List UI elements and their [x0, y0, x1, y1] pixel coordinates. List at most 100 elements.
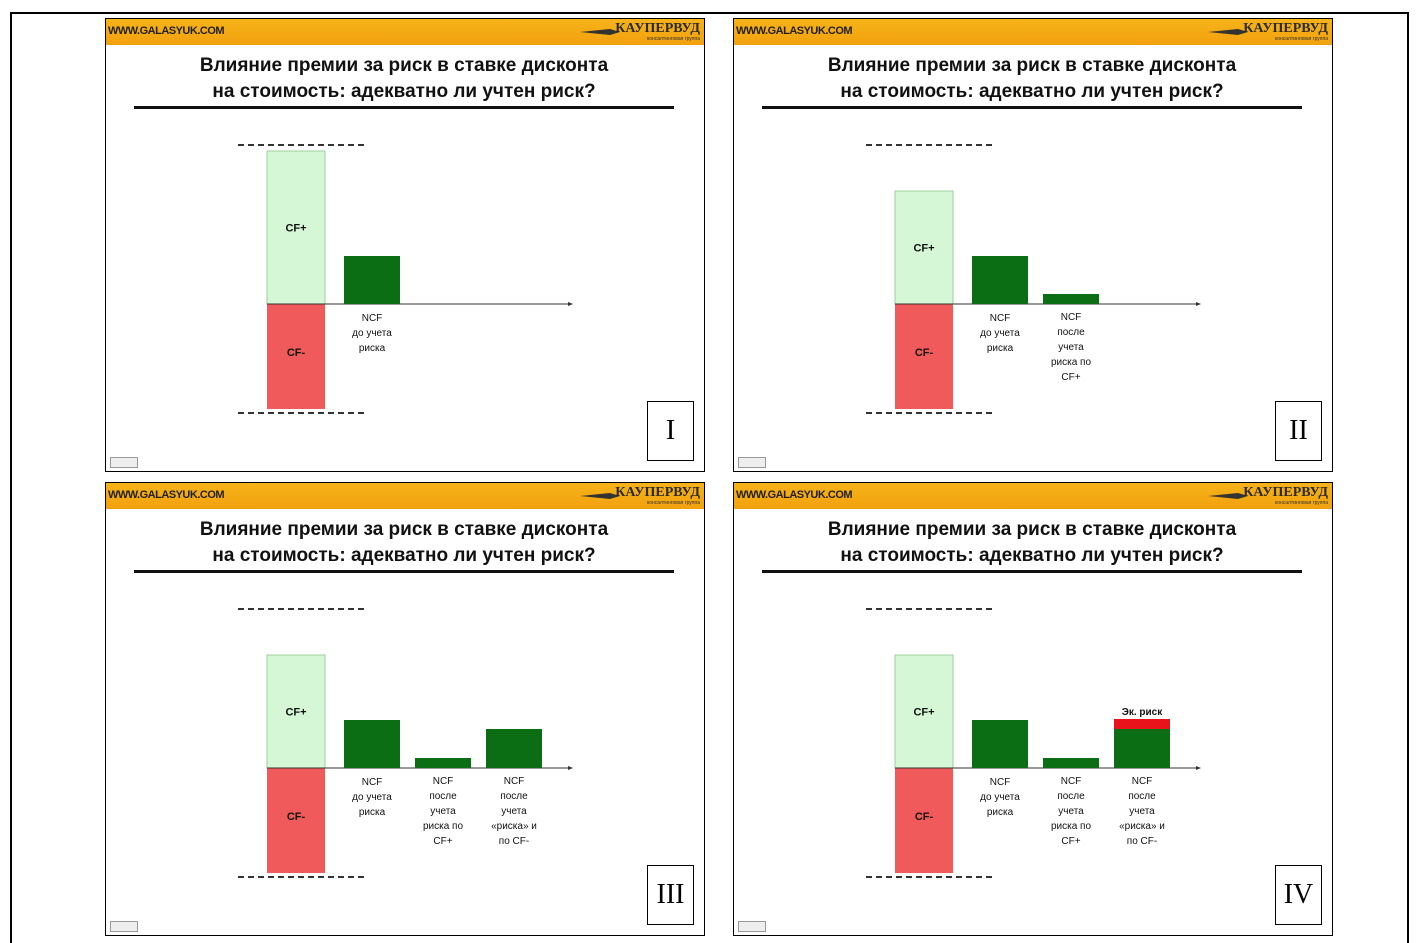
title-line-1: Влияние премии за риск в ставке дисконта	[199, 55, 609, 76]
cf-minus-label: CF-	[287, 347, 306, 359]
chart: CF+ CF- NCF до учета риска	[238, 144, 573, 414]
cf-plus-bar	[894, 190, 954, 305]
econ-risk-label: Эк. риск	[1122, 707, 1163, 718]
slide-title: Влияние премии за риск в ставке дисконта…	[134, 53, 674, 105]
cf-minus-label: CF-	[915, 811, 934, 823]
ncf-after-cfplus-label: NCF	[1061, 776, 1082, 787]
cf-minus-bar	[267, 768, 325, 873]
cf-minus-bar	[895, 768, 953, 873]
ncf-before-label: до учета	[352, 792, 392, 803]
title-line-2: на стоимость: адекватно ли учтен риск?	[212, 81, 596, 102]
title-line-1: Влияние премии за риск в ставке дисконта	[827, 55, 1237, 76]
ncf-before-label: NCF	[362, 777, 383, 788]
slide-number: II	[1275, 401, 1322, 461]
logo-name: КАУПЕРВУД	[615, 485, 700, 500]
ncf-after-cfplus-bar	[415, 758, 471, 768]
ncf-before-label: до учета	[352, 328, 392, 339]
title-underline	[134, 570, 674, 573]
ncf-before-bar	[972, 256, 1028, 304]
cf-minus-label: CF-	[287, 811, 306, 823]
ncf-before-bar	[344, 256, 400, 304]
axis-arrow-icon	[568, 766, 573, 770]
ncf-before-label: NCF	[990, 777, 1011, 788]
slide-nav-icon	[738, 457, 766, 468]
title-underline	[134, 106, 674, 109]
ncf-before-bar	[344, 720, 400, 768]
ncf-after-cfplus-label: NCF	[1061, 312, 1082, 323]
ncf-after-both-label: NCF	[504, 776, 525, 787]
title-underline	[762, 106, 1302, 109]
ncf-after-cfplus-label: учета	[430, 806, 456, 817]
ncf-after-both-label: «риска» и	[491, 821, 537, 832]
cf-plus-label: CF+	[913, 243, 934, 255]
slide-title: Влияние премии за риск в ставке дисконта…	[134, 517, 674, 569]
figure-frame	[10, 12, 1409, 943]
logo-subtitle: консалтинговая группа	[646, 36, 700, 42]
ncf-before-bar	[972, 720, 1028, 768]
ncf-after-both-label: по CF-	[499, 836, 529, 847]
ncf-after-cfplus-bar	[1043, 294, 1099, 304]
slide-header: WWW.GALASYUK.COM КАУПЕРВУД консалтингова…	[106, 483, 704, 509]
slide-II: WWW.GALASYUK.COM КАУПЕРВУД консалтингова…	[733, 18, 1333, 472]
cf-plus-label: CF+	[285, 707, 306, 719]
cf-plus-bar	[266, 150, 326, 305]
ncf-after-cfplus-bar	[1043, 758, 1099, 768]
ncf-before-label: до учета	[980, 328, 1020, 339]
ncf-after-both-bar	[486, 729, 542, 768]
ncf-before-label: NCF	[990, 313, 1011, 324]
ncf-after-both-label: после	[1128, 791, 1156, 802]
slide-number: IV	[1275, 865, 1322, 925]
slide-nav-icon	[738, 921, 766, 932]
ncf-after-cfplus-label: учета	[1058, 342, 1084, 353]
axis-arrow-icon	[1196, 766, 1201, 770]
title-line-2: на стоимость: адекватно ли учтен риск?	[840, 81, 1224, 102]
cf-plus-label: CF+	[913, 707, 934, 719]
slide-number: I	[647, 401, 694, 461]
ncf-after-cfplus-label: CF+	[1061, 836, 1080, 847]
ncf-before-label: риска	[359, 807, 386, 818]
logo-name: КАУПЕРВУД	[615, 21, 700, 36]
chart: CF+ CF- NCF до учета риска NCF после учета риска…	[238, 608, 573, 878]
arrow-logo-icon	[1208, 493, 1248, 499]
ncf-after-cfplus-label: NCF	[433, 776, 454, 787]
slide-III: WWW.GALASYUK.COM КАУПЕРВУД консалтингова…	[105, 482, 705, 936]
econ-risk-bar	[1114, 719, 1170, 729]
cf-plus-label: CF+	[285, 223, 306, 235]
slide-IV: WWW.GALASYUK.COM КАУПЕРВУД консалтингова…	[733, 482, 1333, 936]
chart: CF+ CF- NCF до учета риска NCF после учета риска…	[866, 144, 1201, 414]
ncf-after-cfplus-label: риска по	[1051, 821, 1091, 832]
slide-header: WWW.GALASYUK.COM КАУПЕРВУД консалтингова…	[734, 483, 1332, 509]
ncf-after-both-label: по CF-	[1127, 836, 1157, 847]
title-line-2: на стоимость: адекватно ли учтен риск?	[840, 545, 1224, 566]
ncf-after-both-bar	[1114, 729, 1170, 768]
ncf-before-label: риска	[987, 807, 1014, 818]
slide-number: III	[647, 865, 694, 925]
ncf-after-cfplus-label: после	[429, 791, 457, 802]
title-line-1: Влияние премии за риск в ставке дисконта	[827, 519, 1237, 540]
ncf-after-both-label: учета	[1129, 806, 1155, 817]
cf-minus-label: CF-	[915, 347, 934, 359]
axis-arrow-icon	[1196, 302, 1201, 306]
chart: CF+ CF- NCF до учета риска NCF после учета риска…	[866, 608, 1201, 878]
cf-plus-bar	[266, 654, 326, 769]
logo-name: КАУПЕРВУД	[1243, 485, 1328, 500]
arrow-logo-icon	[580, 493, 620, 499]
ncf-after-cfplus-label: CF+	[433, 836, 452, 847]
arrow-logo-icon	[580, 29, 620, 35]
ncf-after-both-label: NCF	[1132, 776, 1153, 787]
slide-header: WWW.GALASYUK.COM КАУПЕРВУД консалтингова…	[106, 19, 704, 45]
logo-subtitle: консалтинговая группа	[1274, 500, 1328, 506]
slide-I: WWW.GALASYUK.COM КАУПЕРВУД консалтингова…	[105, 18, 705, 472]
logo-name: КАУПЕРВУД	[1243, 21, 1328, 36]
ncf-after-cfplus-label: CF+	[1061, 372, 1080, 383]
title-line-2: на стоимость: адекватно ли учтен риск?	[212, 545, 596, 566]
cf-plus-bar	[894, 654, 954, 769]
ncf-after-both-label: «риска» и	[1119, 821, 1165, 832]
ncf-after-cfplus-label: учета	[1058, 806, 1084, 817]
title-underline	[762, 570, 1302, 573]
site-url: WWW.GALASYUK.COM	[736, 25, 853, 37]
ncf-before-label: риска	[987, 343, 1014, 354]
ncf-after-both-label: учета	[501, 806, 527, 817]
slide-nav-icon	[110, 921, 138, 932]
slide-title: Влияние премии за риск в ставке дисконта…	[762, 53, 1302, 105]
